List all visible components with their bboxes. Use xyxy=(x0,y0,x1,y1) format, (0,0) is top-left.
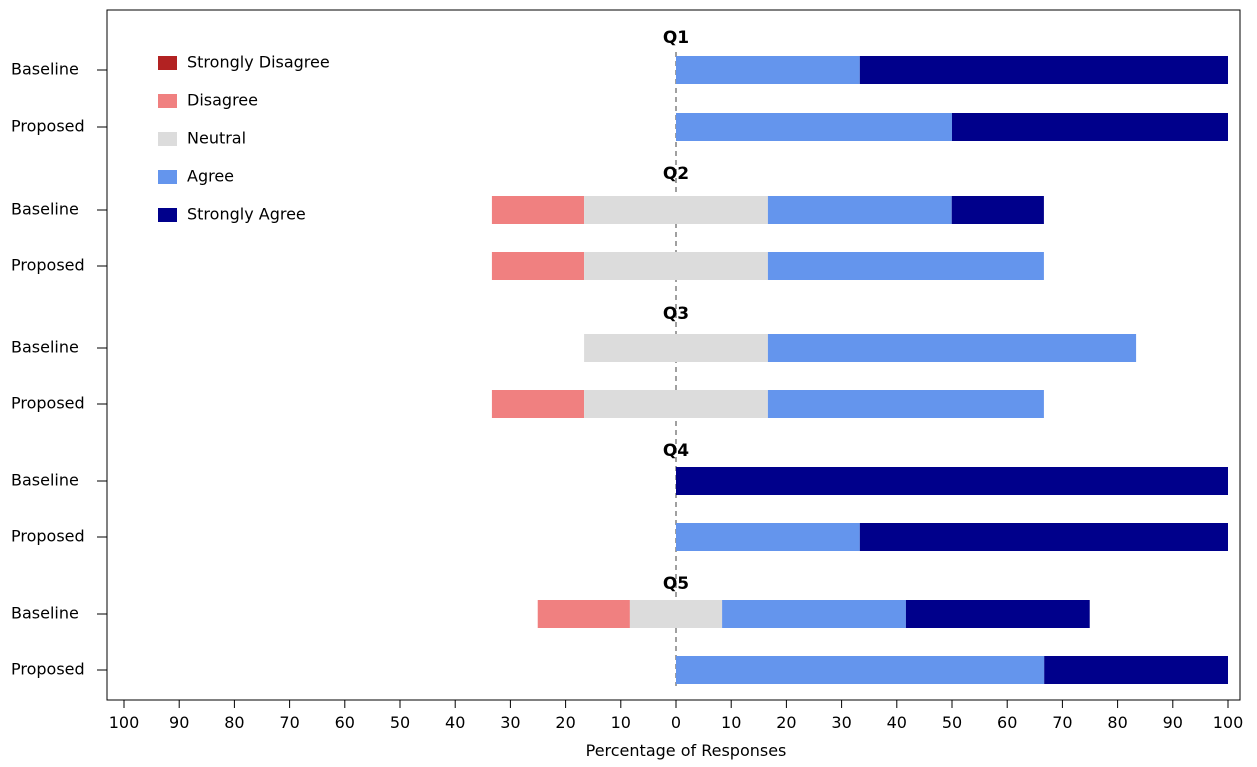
legend-label-disagree: Disagree xyxy=(187,91,258,110)
x-tick-label: 60 xyxy=(335,713,355,732)
bar-q1-proposed-agree xyxy=(676,113,952,141)
x-tick-label: 80 xyxy=(1107,713,1127,732)
x-tick-label: 40 xyxy=(887,713,907,732)
row-label-q1-baseline: Baseline xyxy=(11,60,79,79)
bar-q2-baseline-agree xyxy=(767,196,952,224)
bar-q4-proposed-agree xyxy=(676,523,860,551)
x-axis-label: Percentage of Responses xyxy=(586,741,787,760)
group-title-q4: Q4 xyxy=(663,441,689,461)
x-tick-label: 90 xyxy=(169,713,189,732)
legend-swatch-neutral xyxy=(158,132,177,146)
x-tick-label: 30 xyxy=(831,713,851,732)
x-tick-label: 20 xyxy=(555,713,575,732)
plot-frame xyxy=(106,9,1241,701)
bar-q3-proposed-disagree xyxy=(491,390,585,418)
bar-q1-proposed-strongly-agree xyxy=(952,113,1228,141)
x-tick-label: 90 xyxy=(1163,713,1183,732)
row-label-q4-baseline: Baseline xyxy=(11,471,79,490)
bar-q3-proposed-neutral xyxy=(584,390,768,418)
row-label-q5-proposed: Proposed xyxy=(11,660,85,679)
group-title-q2: Q2 xyxy=(663,164,689,184)
bar-q5-proposed-strongly-agree xyxy=(1044,656,1228,684)
bar-q2-baseline-disagree xyxy=(491,196,585,224)
x-tick-label: 100 xyxy=(1213,713,1244,732)
bar-q4-baseline-strongly-agree xyxy=(676,467,1228,495)
x-tick-label: 0 xyxy=(671,713,681,732)
x-tick-label: 10 xyxy=(611,713,631,732)
bar-q2-proposed-agree xyxy=(767,252,1044,280)
x-tick-label: 10 xyxy=(721,713,741,732)
legend-swatch-agree xyxy=(158,170,177,184)
bar-q3-baseline-agree xyxy=(767,334,1137,362)
bar-q3-baseline-neutral xyxy=(584,334,768,362)
x-tick-label: 30 xyxy=(500,713,520,732)
legend-swatch-strongly-disagree xyxy=(158,56,177,70)
group-title-q3: Q3 xyxy=(663,304,689,324)
bar-q5-baseline-agree xyxy=(722,600,906,628)
legend-label-strongly-disagree: Strongly Disagree xyxy=(187,53,330,72)
group-title-q1: Q1 xyxy=(663,28,689,48)
bar-q4-proposed-strongly-agree xyxy=(859,523,1228,551)
bar-q5-baseline-neutral xyxy=(629,600,723,628)
x-tick-label: 50 xyxy=(942,713,962,732)
legend-label-neutral: Neutral xyxy=(187,129,246,148)
bar-q1-baseline-strongly-agree xyxy=(859,56,1228,84)
x-tick-label: 20 xyxy=(776,713,796,732)
row-labels-layer: Baseline Proposed Baseline Proposed Baseline… xyxy=(11,60,107,679)
bar-q5-baseline-disagree xyxy=(537,600,630,628)
bar-q2-baseline-strongly-agree xyxy=(951,196,1044,224)
x-tick-label: 70 xyxy=(1052,713,1072,732)
bar-q5-baseline-strongly-agree xyxy=(905,600,1090,628)
row-label-q4-proposed: Proposed xyxy=(11,527,85,546)
x-tick-label: 80 xyxy=(224,713,244,732)
row-label-q3-proposed: Proposed xyxy=(11,394,85,413)
legend-label-agree: Agree xyxy=(187,167,234,186)
bar-q2-baseline-neutral xyxy=(584,196,768,224)
legend-label-strongly-agree: Strongly Agree xyxy=(187,205,306,224)
x-tick-label: 60 xyxy=(997,713,1017,732)
row-label-q5-baseline: Baseline xyxy=(11,604,79,623)
bar-q5-proposed-agree xyxy=(676,656,1045,684)
row-label-q2-baseline: Baseline xyxy=(11,200,79,219)
row-label-q3-baseline: Baseline xyxy=(11,338,79,357)
row-label-q1-proposed: Proposed xyxy=(11,117,85,136)
x-tick-label: 40 xyxy=(445,713,465,732)
row-label-q2-proposed: Proposed xyxy=(11,256,85,275)
legend-swatch-disagree xyxy=(158,94,177,108)
bar-q1-baseline-agree xyxy=(676,56,860,84)
legend: Strongly Disagree Disagree Neutral Agree Str… xyxy=(158,53,330,224)
x-tick-label: 70 xyxy=(279,713,299,732)
group-titles-layer: Q1 Q2 Q3 Q4 Q5 xyxy=(663,28,689,594)
group-title-q5: Q5 xyxy=(663,574,689,594)
legend-swatch-strongly-agree xyxy=(158,208,177,222)
x-tick-label: 100 xyxy=(109,713,140,732)
bars-layer xyxy=(491,56,1228,684)
bar-q3-proposed-agree xyxy=(767,390,1044,418)
bar-q2-proposed-neutral xyxy=(584,252,768,280)
bar-q2-proposed-disagree xyxy=(491,252,585,280)
x-tick-label: 50 xyxy=(390,713,410,732)
x-axis-ticks-layer: 100 90 80 70 60 50 40 30 20 10 0 10 20 30 40 50 60 70 80 90… xyxy=(109,700,1244,732)
